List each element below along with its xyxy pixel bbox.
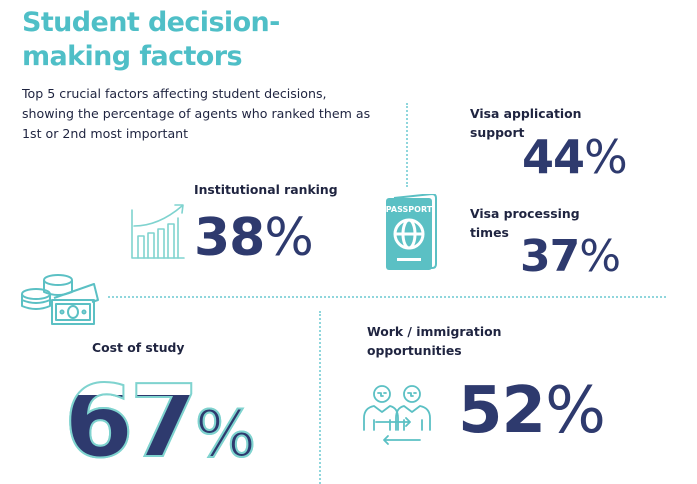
factor-label: Visa processing times	[470, 206, 580, 240]
factor-value: 38%	[194, 208, 314, 268]
money-coins-icon	[21, 274, 99, 325]
divider-vertical-bottom	[319, 311, 321, 484]
divider-horizontal	[108, 296, 666, 298]
factor-visa-processing-times: Visa processing times 37%	[470, 204, 670, 284]
page-subtitle: Top 5 crucial factors affecting student …	[22, 86, 371, 141]
value-outline: 67%	[63, 363, 257, 480]
page-title: Student decision-making factors	[22, 7, 280, 72]
factor-label-cost-of-study: Cost of study	[92, 340, 185, 355]
factor-institutional-ranking: Institutional ranking 38%	[126, 176, 338, 268]
factor-visa-application-support: Visa application support 44%	[470, 104, 670, 184]
factor-value-work-immigration: 52%	[458, 374, 606, 448]
factor-label-work-immigration: Work / immigration opportunities	[367, 324, 502, 358]
value-fill: 67%	[64, 363, 256, 480]
factor-label: Visa application support	[470, 106, 582, 140]
factor-label: Institutional ranking	[194, 182, 338, 197]
factor-value-cost-of-study: 67% 67%	[63, 367, 294, 477]
rising-bar-chart-icon	[131, 204, 185, 259]
svg-text:PASSPORT: PASSPORT	[386, 205, 433, 214]
divider-vertical-top	[406, 103, 408, 187]
factor-value: 37%	[520, 231, 622, 282]
factor-value: 44%	[522, 130, 628, 184]
people-exchange-icon	[363, 385, 431, 445]
passport-icon: PASSPORT	[386, 194, 437, 270]
